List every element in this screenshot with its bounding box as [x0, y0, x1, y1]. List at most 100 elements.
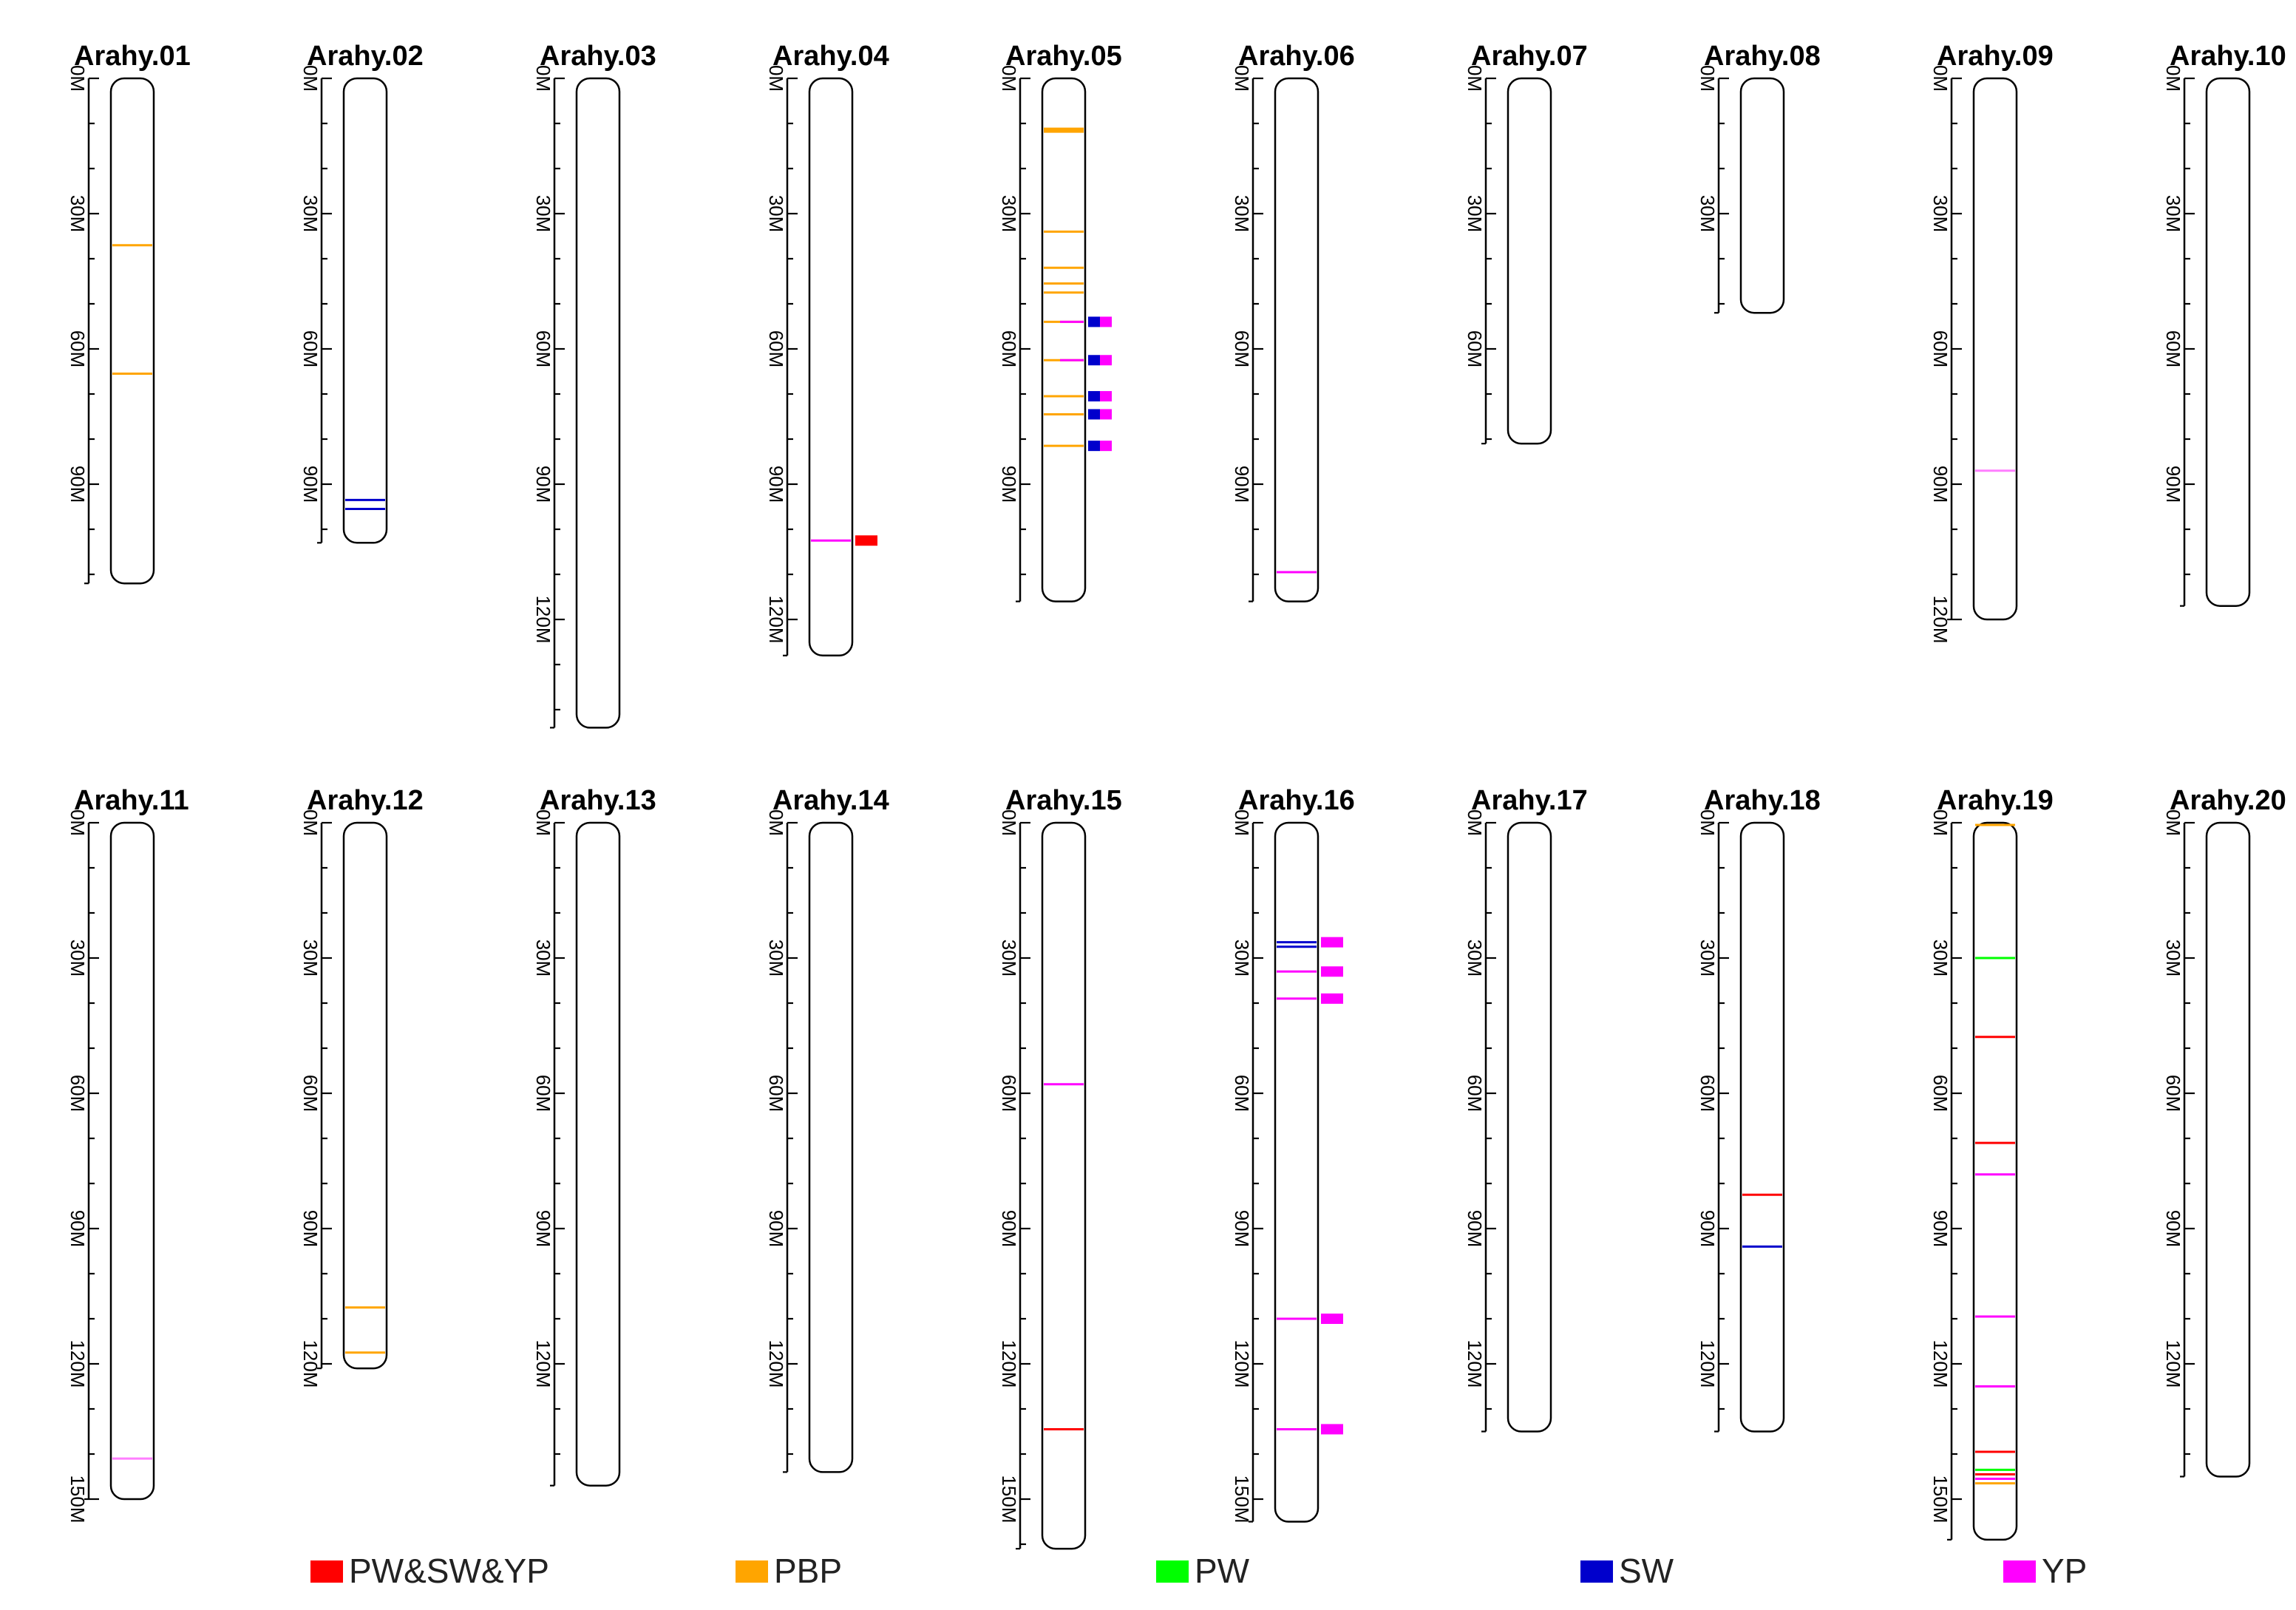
tick-label: 60M [67, 1075, 89, 1113]
tick-label: 60M [2162, 330, 2184, 368]
chromosome-title: Arahy.01 [74, 41, 191, 72]
chromosome-body [342, 77, 388, 544]
tick-label: 120M [532, 595, 554, 643]
tick-label: 90M [765, 466, 787, 503]
tick-label: 90M [299, 1210, 322, 1248]
legend-label-yp: YP [2042, 1552, 2087, 1590]
legend-label-pw-sw-yp: PW&SW&YP [349, 1552, 549, 1590]
qtl-tag-yp [1100, 316, 1112, 327]
legend-swatch-pw-sw-yp [310, 1560, 343, 1583]
tick-label: 60M [67, 330, 89, 368]
tick-label: 60M [1464, 330, 1486, 368]
tick-label: 90M [1231, 466, 1253, 503]
tick-label: 90M [299, 466, 322, 503]
qtl-tag-yp [1100, 409, 1112, 420]
chromosome-body [1274, 821, 1319, 1523]
tick-label: 90M [998, 466, 1020, 503]
tick-label: 60M [765, 330, 787, 368]
tick-label: 30M [998, 940, 1020, 977]
tick-label: 90M [1929, 466, 1952, 503]
chromosome-title: Arahy.19 [1937, 785, 2054, 816]
chromosome-body [575, 821, 621, 1487]
chromosome-title: Arahy.04 [772, 41, 889, 72]
tick-label: 30M [2162, 195, 2184, 233]
tick-label: 30M [67, 940, 89, 977]
tick-label: 0M [998, 65, 1020, 92]
tick-label: 0M [299, 809, 322, 836]
tick-label: 0M [2162, 65, 2184, 92]
qtl-tag-yp [1321, 1314, 1343, 1324]
tick-label: 0M [1696, 65, 1719, 92]
chromosome-arahy-15: Arahy.150M 30M 60M 90M 120M 150M [998, 785, 1122, 1550]
tick-label: 60M [1929, 330, 1952, 368]
chromosome-body [1972, 821, 2018, 1541]
chromosome-title: Arahy.12 [307, 785, 424, 816]
chromosome-title: Arahy.06 [1238, 41, 1355, 72]
chromosome-body [808, 821, 854, 1473]
chromosome-title: Arahy.10 [2170, 41, 2286, 72]
chromosome-title: Arahy.16 [1238, 785, 1355, 816]
legend-swatch-sw [1580, 1560, 1613, 1583]
qtl-tag-yp [1100, 441, 1112, 452]
chromosome-title: Arahy.05 [1005, 41, 1122, 72]
qtl-tag-yp [1321, 966, 1343, 977]
chromosome-title: Arahy.17 [1471, 785, 1588, 816]
tick-label: 30M [1929, 940, 1952, 977]
tick-label: 30M [299, 195, 322, 233]
tick-label: 0M [998, 809, 1020, 836]
tick-label: 90M [67, 1210, 89, 1248]
chromosome-title: Arahy.09 [1937, 41, 2054, 72]
tick-label: 120M [1696, 1339, 1719, 1387]
tick-label: 0M [1231, 65, 1253, 92]
tick-label: 60M [532, 330, 554, 368]
qtl-tag-sw [1088, 409, 1100, 420]
tick-label: 90M [1696, 1210, 1719, 1248]
chromosome-title: Arahy.15 [1005, 785, 1122, 816]
tick-label: 30M [1464, 940, 1486, 977]
chromosome-title: Arahy.03 [540, 41, 656, 72]
tick-label: 0M [299, 65, 322, 92]
tick-label: 0M [67, 809, 89, 836]
tick-label: 60M [1464, 1075, 1486, 1113]
tick-label: 30M [1696, 195, 1719, 233]
tick-label: 60M [998, 1075, 1020, 1113]
tick-label: 60M [532, 1075, 554, 1113]
tick-label: 0M [1929, 809, 1952, 836]
tick-label: 30M [765, 940, 787, 977]
chromosome-body [1739, 77, 1785, 314]
legend-label-sw: SW [1619, 1552, 1674, 1590]
tick-label: 120M [765, 1339, 787, 1387]
tick-label: 60M [299, 330, 322, 368]
tick-label: 0M [1231, 809, 1253, 836]
tick-label: 60M [299, 1075, 322, 1113]
tick-label: 0M [1696, 809, 1719, 836]
tick-label: 0M [532, 65, 554, 92]
chromosome-body [1507, 821, 1552, 1433]
qtl-tag-yp [1321, 937, 1343, 948]
tick-label: 90M [765, 1210, 787, 1248]
chromosome-body [1274, 77, 1319, 602]
qtl-tag-sw [1088, 391, 1100, 402]
tick-label: 0M [2162, 809, 2184, 836]
tick-label: 90M [67, 466, 89, 503]
tick-label: 30M [532, 940, 554, 977]
tick-label: 30M [1929, 195, 1952, 233]
tick-label: 30M [1231, 940, 1253, 977]
chromosome-body [2205, 821, 2251, 1478]
tick-label: 30M [1696, 940, 1719, 977]
tick-label: 60M [998, 330, 1020, 368]
tick-label: 30M [532, 195, 554, 233]
tick-label: 90M [532, 1210, 554, 1248]
tick-label: 150M [998, 1475, 1020, 1523]
